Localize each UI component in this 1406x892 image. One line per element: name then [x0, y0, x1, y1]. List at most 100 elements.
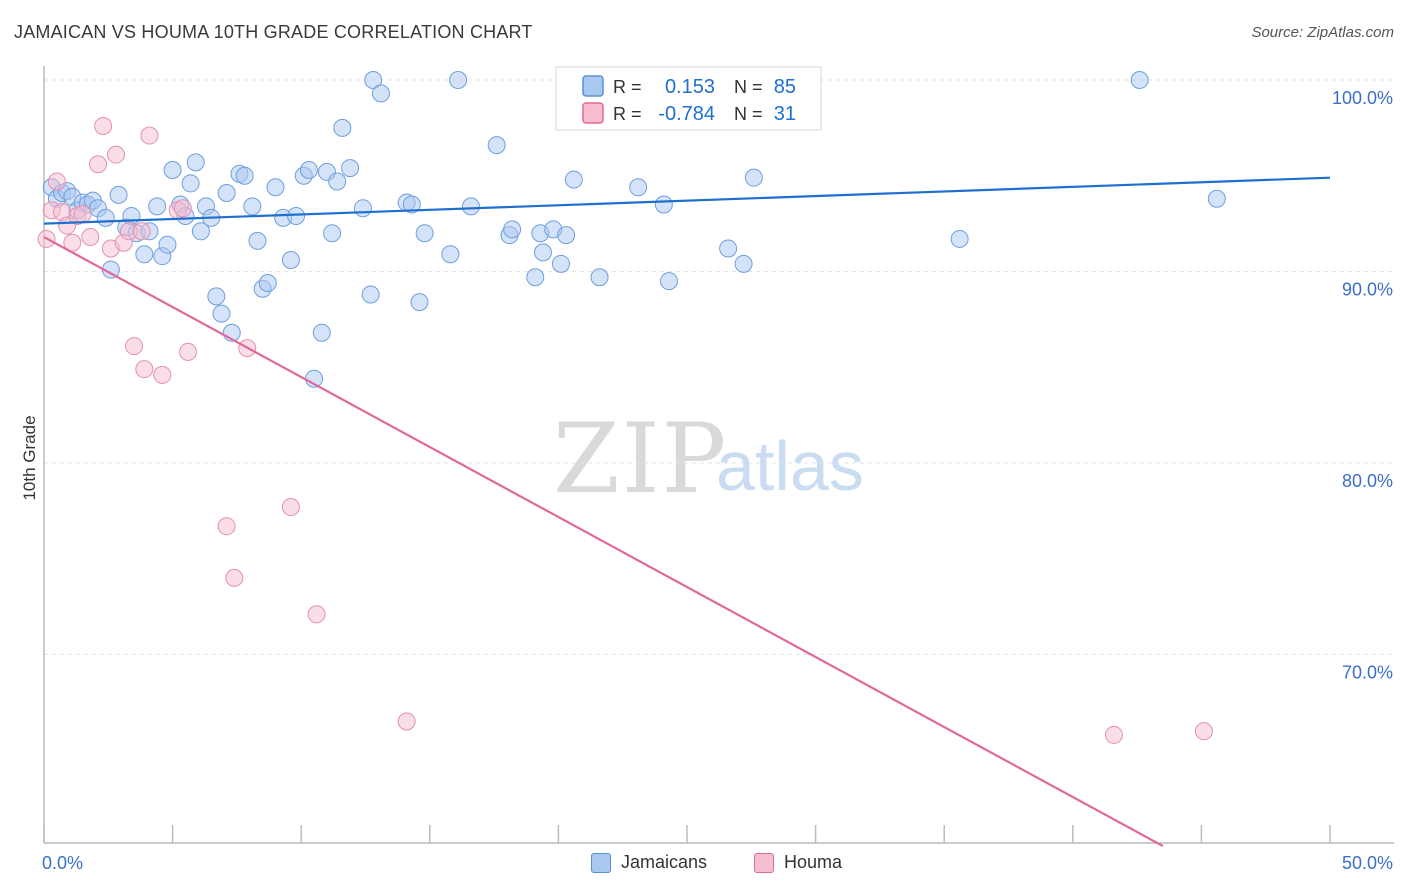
legend-label-houma: Houma — [784, 852, 843, 872]
legend-item-jamaicans[interactable]: Jamaicans — [591, 852, 707, 873]
stats-n-value: 85 — [774, 76, 796, 98]
jamaicans-point — [207, 287, 226, 306]
houma-point — [47, 172, 66, 191]
jamaicans-point — [1207, 189, 1226, 208]
houma-point — [125, 337, 144, 356]
houma-point — [217, 517, 236, 536]
jamaicans-point — [719, 239, 738, 258]
jamaicans-point — [96, 208, 115, 227]
bottom-legend: Jamaicans Houma — [0, 852, 1406, 878]
stats-r-value: 0.153 — [665, 76, 715, 98]
stats-n-label: N = — [734, 104, 763, 124]
jamaicans-point — [281, 251, 300, 270]
jamaicans-point — [109, 185, 128, 204]
stats-n-label: N = — [734, 77, 763, 97]
jamaicans-point — [659, 272, 678, 291]
chart-title: JAMAICAN VS HOUMA 10TH GRADE CORRELATION… — [14, 22, 533, 42]
jamaicans-point — [148, 197, 167, 216]
stats-r-label: R = — [613, 104, 642, 124]
jamaicans-point — [212, 304, 231, 323]
jamaicans-point — [364, 71, 383, 89]
jamaicans-point — [557, 226, 576, 245]
jamaicans-point — [744, 168, 763, 187]
houma-point — [281, 498, 300, 517]
stats-r-value: -0.784 — [658, 103, 715, 125]
houma-point — [89, 155, 108, 174]
houma-point — [225, 568, 244, 587]
x-tick-label: 50.0% — [1342, 853, 1393, 873]
houma-point — [179, 342, 198, 361]
jamaicans-point — [287, 206, 306, 225]
y-tick-label: 90.0% — [1342, 280, 1393, 300]
houma-point — [94, 116, 113, 135]
legend-swatch-jamaicans — [591, 852, 611, 873]
x-tick-label: 0.0% — [42, 853, 83, 873]
jamaicans-point — [191, 222, 210, 241]
jamaicans-point — [266, 178, 285, 197]
jamaicans-point — [341, 159, 360, 178]
houma-point — [1194, 722, 1213, 741]
jamaicans-point — [487, 136, 506, 155]
jamaicans-point — [654, 195, 673, 214]
jamaicans-point — [441, 245, 460, 264]
y-tick-label: 80.0% — [1342, 471, 1393, 491]
jamaicans-point — [734, 254, 753, 273]
y-tick-label: 70.0% — [1342, 663, 1393, 683]
watermark-atlas: atlas — [716, 427, 864, 505]
jamaicans-point — [235, 166, 254, 185]
jamaicans-point — [371, 84, 390, 103]
jamaicans-point — [163, 161, 182, 180]
houma-point — [397, 712, 416, 731]
jamaicans-point — [258, 273, 277, 292]
jamaicans-point — [950, 229, 969, 248]
stats-r-label: R = — [613, 77, 642, 97]
jamaicans-point — [217, 183, 236, 202]
jamaicans-point — [503, 220, 522, 239]
jamaicans-point — [333, 118, 352, 137]
watermark-zip: ZIP — [553, 403, 728, 515]
jamaicans-point — [243, 197, 262, 216]
jamaicans-trend-line — [43, 176, 1331, 225]
jamaicans-point — [361, 285, 380, 304]
houma-point — [107, 145, 126, 164]
jamaicans-point — [158, 235, 177, 254]
stats-legend-swatch — [582, 102, 604, 124]
legend-label-jamaicans: Jamaicans — [621, 852, 708, 872]
jamaicans-point — [323, 224, 342, 243]
houma-point — [140, 126, 159, 145]
source-credit: Source: ZipAtlas.com — [1251, 24, 1394, 41]
jamaicans-point — [526, 268, 545, 287]
houma-point — [132, 222, 151, 241]
stats-legend: R = 0.153 N = 85 R = -0.784 N = 31 — [555, 66, 822, 131]
houma-trend-line — [43, 236, 1164, 847]
jamaicans-point — [186, 153, 205, 172]
stats-legend-swatch — [582, 75, 604, 97]
jamaicans-point — [590, 268, 609, 287]
jamaicans-point — [564, 170, 583, 189]
houma-point — [307, 605, 326, 624]
houma-point — [81, 228, 100, 247]
jamaicans-point — [533, 243, 552, 262]
jamaicans-point — [328, 172, 347, 191]
jamaicans-point — [449, 71, 468, 89]
houma-point — [153, 365, 172, 384]
jamaicans-point — [1130, 71, 1149, 89]
jamaicans-point — [353, 199, 372, 218]
stats-n-value: 31 — [774, 103, 796, 125]
jamaicans-point — [181, 174, 200, 193]
jamaicans-point — [135, 245, 154, 264]
legend-item-houma[interactable]: Houma — [754, 852, 842, 873]
houma-point — [173, 199, 192, 218]
jamaicans-point — [551, 254, 570, 273]
houma-point — [73, 205, 92, 224]
jamaicans-point — [299, 161, 318, 180]
jamaicans-point — [312, 323, 331, 342]
jamaicans-point — [415, 224, 434, 243]
jamaicans-point — [410, 293, 429, 312]
legend-swatch-houma — [754, 852, 774, 873]
jamaicans-point — [461, 197, 480, 216]
jamaicans-point — [629, 178, 648, 197]
jamaicans-point — [122, 206, 141, 225]
houma-point — [1104, 725, 1123, 744]
